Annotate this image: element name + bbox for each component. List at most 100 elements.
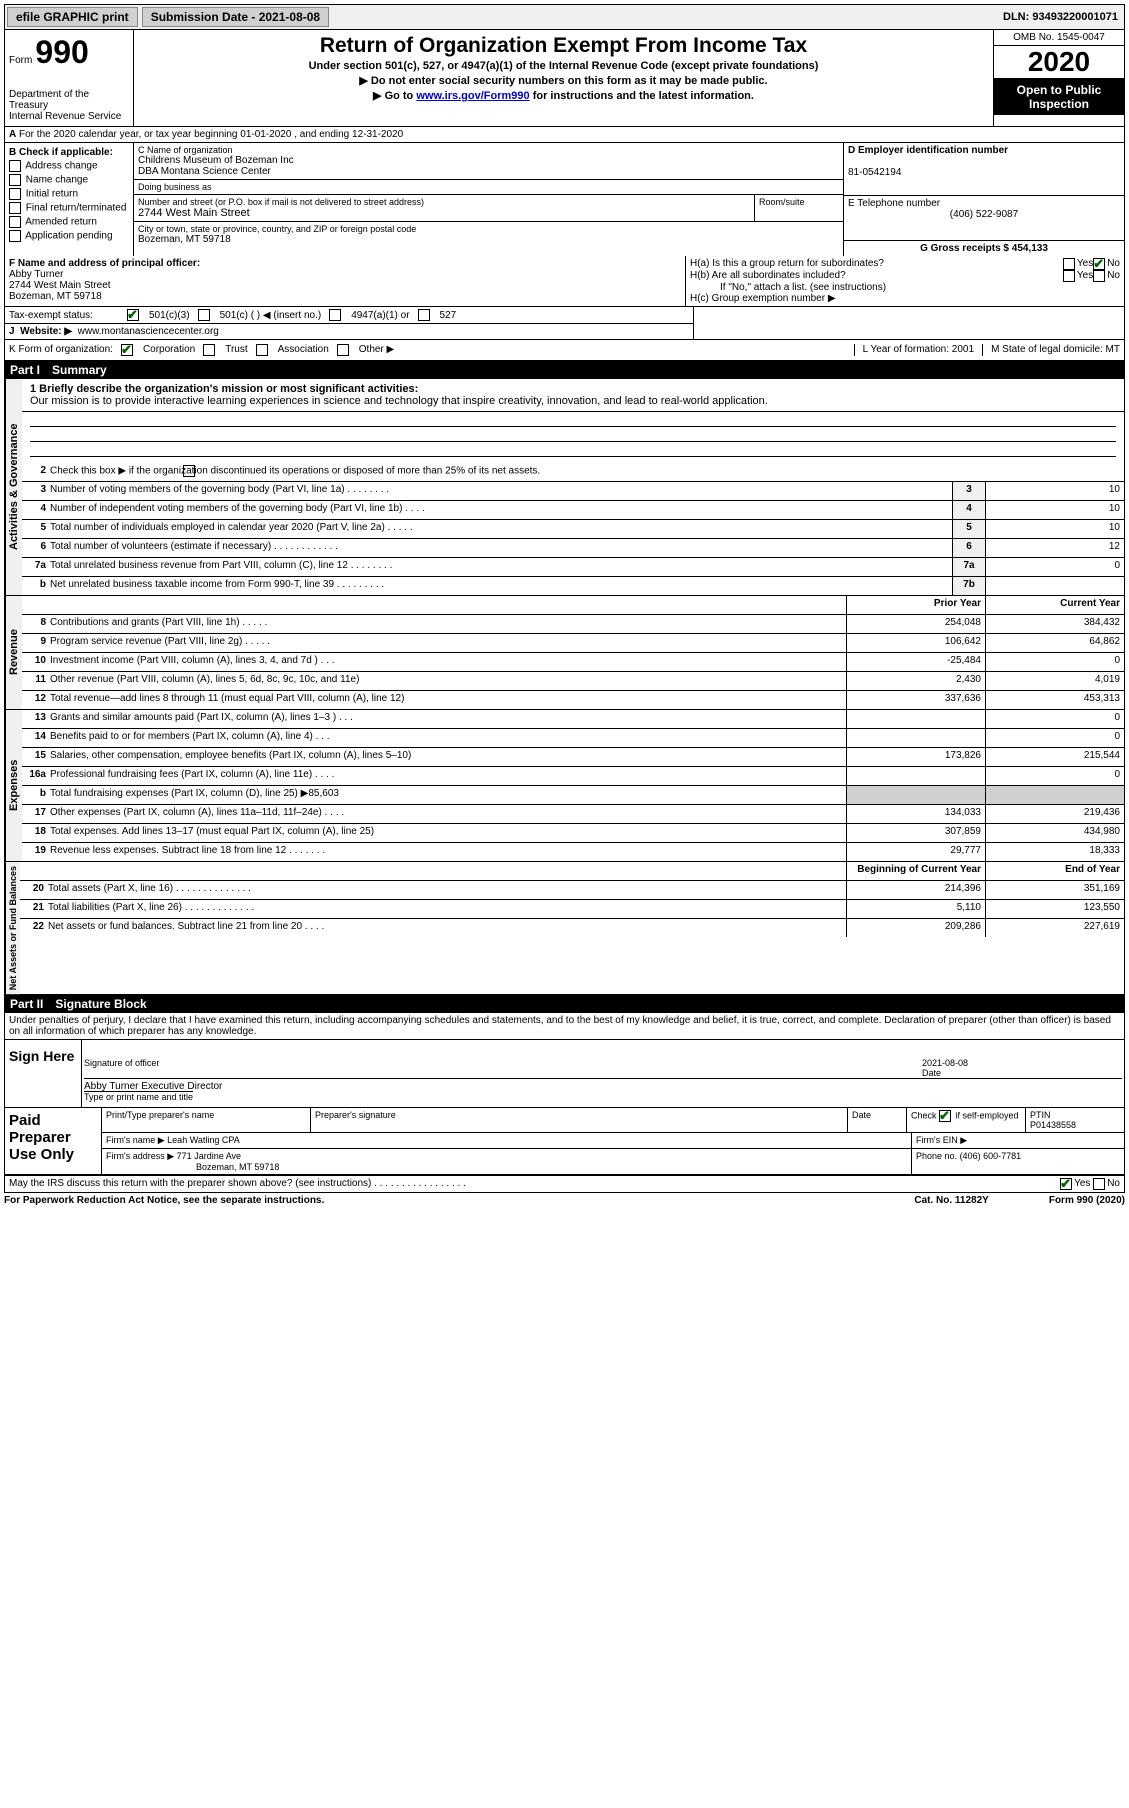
print-name: Print/Type preparer's name: [102, 1108, 311, 1132]
yes1: Yes: [1077, 258, 1093, 270]
state-domicile: M State of legal domicile: MT: [982, 344, 1120, 356]
public-inspection: Open to Public Inspection: [994, 79, 1124, 115]
dno: No: [1107, 1178, 1120, 1190]
curr-hdr: Current Year: [985, 596, 1124, 614]
tax-website-row: Tax-exempt status: 501(c)(3) 501(c) ( ) …: [4, 307, 1125, 340]
street-label: Number and street (or P.O. box if mail i…: [138, 197, 750, 207]
prep-phone-label: Phone no.: [916, 1151, 957, 1161]
ml1: [30, 412, 1116, 427]
begin-hdr: Beginning of Current Year: [846, 862, 985, 880]
col-b: B Check if applicable: Address change Na…: [5, 143, 134, 256]
part2-header: Part II Signature Block: [4, 995, 1125, 1013]
hb-yes[interactable]: [1063, 270, 1075, 282]
name-change-label: Name change: [26, 175, 88, 186]
form-number: 990: [35, 34, 88, 70]
firm-ein: Firm's EIN ▶: [912, 1133, 1124, 1148]
corp-cb[interactable]: [121, 344, 133, 356]
col-d: D Employer identification number 81-0542…: [843, 143, 1124, 256]
trust: Trust: [225, 344, 247, 356]
gross-label: G Gross receipts $ 454,133: [920, 243, 1048, 254]
prep-sig: Preparer's signature: [311, 1108, 848, 1132]
527-cb[interactable]: [418, 309, 430, 321]
other: Other ▶: [359, 344, 394, 356]
dln-text: DLN: 93493220001071: [1003, 11, 1122, 23]
hb-no[interactable]: [1093, 270, 1105, 282]
summary-table: Activities & Governance 1 Briefly descri…: [4, 379, 1125, 995]
ein: 81-0542194: [848, 167, 901, 178]
527: 527: [440, 310, 457, 321]
phone-label: E Telephone number: [848, 198, 940, 209]
header-center: Return of Organization Exempt From Incom…: [134, 30, 993, 126]
ha-no[interactable]: [1093, 258, 1105, 270]
assoc-cb[interactable]: [256, 344, 268, 356]
row-a-text: For the 2020 calendar year, or tax year …: [19, 129, 403, 140]
date-label: Date: [922, 1068, 941, 1078]
discuss-yes[interactable]: [1060, 1178, 1072, 1190]
sub3: ▶ Go to www.irs.gov/Form990 for instruct…: [138, 89, 989, 102]
addr-change-cb[interactable]: [9, 160, 21, 172]
ptin-label: PTIN: [1030, 1110, 1051, 1120]
prep-date: Date: [848, 1108, 907, 1132]
sub2: ▶ Do not enter social security numbers o…: [138, 74, 989, 87]
firm-addr-label: Firm's address ▶: [106, 1151, 174, 1161]
col-c: C Name of organization Childrens Museum …: [134, 143, 843, 256]
main-title: Return of Organization Exempt From Incom…: [138, 34, 989, 58]
firm-addr: 771 Jardine Ave: [177, 1151, 241, 1161]
trust-cb[interactable]: [203, 344, 215, 356]
year: 2020: [994, 46, 1124, 79]
ha-yes[interactable]: [1063, 258, 1075, 270]
line2: Check this box ▶ if the organization dis…: [50, 466, 540, 477]
no2: No: [1107, 270, 1120, 282]
self-emp-text: if self-employed: [953, 1111, 1019, 1121]
line2-cb[interactable]: [183, 465, 195, 477]
officer-addr: 2744 West Main Street Bozeman, MT 59718: [9, 280, 111, 302]
name-change-cb[interactable]: [9, 174, 21, 186]
sign-here: Sign Here: [5, 1040, 82, 1107]
submission-btn[interactable]: Submission Date - 2021-08-08: [142, 7, 329, 27]
self-emp-label: Check: [911, 1111, 939, 1121]
discuss-no[interactable]: [1093, 1178, 1105, 1190]
prior-hdr: Prior Year: [846, 596, 985, 614]
mission-text: Our mission is to provide interactive le…: [30, 395, 768, 407]
sig-officer-label: Signature of officer: [84, 1058, 922, 1078]
pending-cb[interactable]: [9, 230, 21, 242]
efile-btn[interactable]: efile GRAPHIC print: [7, 7, 138, 27]
top-bar: efile GRAPHIC print Submission Date - 20…: [4, 4, 1125, 30]
penalties: Under penalties of perjury, I declare th…: [5, 1013, 1124, 1040]
4947-cb[interactable]: [329, 309, 341, 321]
footer: For Paperwork Reduction Act Notice, see …: [4, 1193, 1125, 1208]
other-cb[interactable]: [337, 344, 349, 356]
k-label: K Form of organization:: [9, 344, 113, 356]
self-emp-cb[interactable]: [939, 1110, 951, 1122]
final-cb[interactable]: [9, 202, 21, 214]
header-right: OMB No. 1545-0047 2020 Open to Public In…: [993, 30, 1124, 126]
dyes: Yes: [1074, 1178, 1090, 1190]
omb: OMB No. 1545-0047: [994, 30, 1124, 46]
hb-note: If "No," attach a list. (see instruction…: [690, 282, 1120, 293]
part2-num: Part II: [10, 997, 55, 1011]
mission-box: 1 Briefly describe the organization's mi…: [22, 379, 1124, 412]
section-b-to-g: B Check if applicable: Address change Na…: [4, 143, 1125, 256]
501c3: 501(c)(3): [149, 310, 190, 321]
end-hdr: End of Year: [985, 862, 1124, 880]
form-label: Form: [9, 55, 32, 66]
prep-phone: (406) 600-7781: [960, 1151, 1022, 1161]
firm-name: Leah Watling CPA: [167, 1135, 240, 1145]
vert-rev: Revenue: [5, 596, 22, 709]
firm-name-label: Firm's name ▶: [106, 1135, 165, 1145]
firm-city: Bozeman, MT 59718: [106, 1162, 279, 1172]
website-url: www.montanasciencecenter.org: [78, 326, 219, 337]
initial-cb[interactable]: [9, 188, 21, 200]
sub1: Under section 501(c), 527, or 4947(a)(1)…: [138, 60, 989, 72]
amended-cb[interactable]: [9, 216, 21, 228]
hb-label: H(b) Are all subordinates included?: [690, 270, 1063, 282]
org-name: Childrens Museum of Bozeman Inc DBA Mont…: [138, 155, 839, 177]
dba-label: Doing business as: [138, 182, 839, 192]
form990-link[interactable]: www.irs.gov/Form990: [416, 90, 529, 102]
501c3-cb[interactable]: [127, 309, 139, 321]
501c-cb[interactable]: [198, 309, 210, 321]
phone: (406) 522-9087: [848, 209, 1120, 220]
sig-date: 2021-08-08: [922, 1058, 968, 1068]
sig-section: Under penalties of perjury, I declare th…: [4, 1013, 1125, 1193]
paperwork: For Paperwork Reduction Act Notice, see …: [4, 1195, 324, 1206]
